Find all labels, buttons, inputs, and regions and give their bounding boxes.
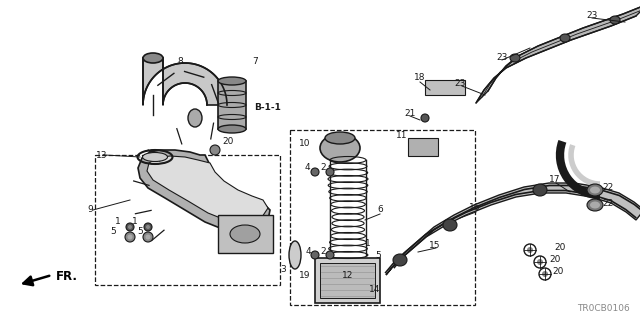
Text: 9: 9 [87,205,93,214]
FancyBboxPatch shape [425,80,465,95]
Text: 23: 23 [496,52,508,61]
Text: B-1-1: B-1-1 [255,103,282,113]
Ellipse shape [128,225,132,229]
Text: 12: 12 [342,270,354,279]
Ellipse shape [143,53,163,63]
Text: 23: 23 [454,78,466,87]
Text: 2: 2 [320,164,326,172]
Text: 22: 22 [602,198,614,207]
Text: 19: 19 [300,270,311,279]
Ellipse shape [143,153,168,162]
Ellipse shape [393,254,407,266]
Ellipse shape [125,232,135,242]
Text: 20: 20 [549,255,561,265]
Text: TR0CB0106: TR0CB0106 [577,304,630,313]
Polygon shape [143,58,227,105]
FancyBboxPatch shape [320,263,375,298]
Ellipse shape [587,184,603,196]
Text: 11: 11 [396,131,408,140]
Ellipse shape [320,134,360,162]
Text: FR.: FR. [56,270,78,284]
Text: 18: 18 [414,74,426,83]
Text: 4: 4 [305,247,311,257]
Ellipse shape [311,168,319,176]
Polygon shape [147,156,268,222]
FancyBboxPatch shape [218,81,246,129]
Ellipse shape [230,225,260,243]
Ellipse shape [218,77,246,85]
Ellipse shape [587,199,603,211]
Ellipse shape [610,16,620,24]
Text: 1: 1 [365,238,371,247]
Ellipse shape [560,34,570,42]
Ellipse shape [143,232,153,242]
Ellipse shape [326,251,334,259]
FancyBboxPatch shape [218,215,273,253]
Text: 13: 13 [96,150,108,159]
Text: 1: 1 [115,218,121,227]
Ellipse shape [326,168,334,176]
Ellipse shape [325,132,355,144]
Ellipse shape [127,235,132,239]
Ellipse shape [289,241,301,269]
Text: 2: 2 [320,247,326,257]
Text: 7: 7 [252,58,258,67]
Text: 14: 14 [369,285,381,294]
Ellipse shape [126,223,134,231]
Text: 4: 4 [304,164,310,172]
Ellipse shape [510,54,520,62]
Text: 17: 17 [549,175,561,185]
Ellipse shape [210,145,220,155]
Ellipse shape [527,247,533,253]
Ellipse shape [218,125,246,133]
Text: 16: 16 [469,204,481,212]
Polygon shape [386,183,640,275]
Text: 10: 10 [300,139,311,148]
Text: 20: 20 [222,137,234,146]
Text: 6: 6 [377,205,383,214]
Text: 8: 8 [177,58,183,67]
Text: 5: 5 [110,228,116,236]
Text: 20: 20 [554,244,566,252]
Text: 20: 20 [552,268,564,276]
Ellipse shape [421,114,429,122]
Text: 1: 1 [132,218,138,227]
Ellipse shape [145,235,150,239]
Polygon shape [138,150,270,232]
Ellipse shape [542,271,548,277]
Ellipse shape [188,109,202,127]
Ellipse shape [311,251,319,259]
Text: 5: 5 [375,251,381,260]
FancyBboxPatch shape [408,138,438,156]
Ellipse shape [443,219,457,231]
Ellipse shape [537,259,543,265]
Ellipse shape [146,225,150,229]
Text: 21: 21 [404,108,416,117]
Ellipse shape [533,184,547,196]
Text: 3: 3 [280,266,286,275]
Text: 5: 5 [137,228,143,236]
Ellipse shape [144,223,152,231]
FancyBboxPatch shape [315,258,380,303]
Text: 15: 15 [429,241,441,250]
Ellipse shape [590,187,600,194]
Text: 23: 23 [586,11,598,20]
Ellipse shape [590,202,600,209]
Polygon shape [476,4,640,103]
Text: 22: 22 [602,183,614,193]
